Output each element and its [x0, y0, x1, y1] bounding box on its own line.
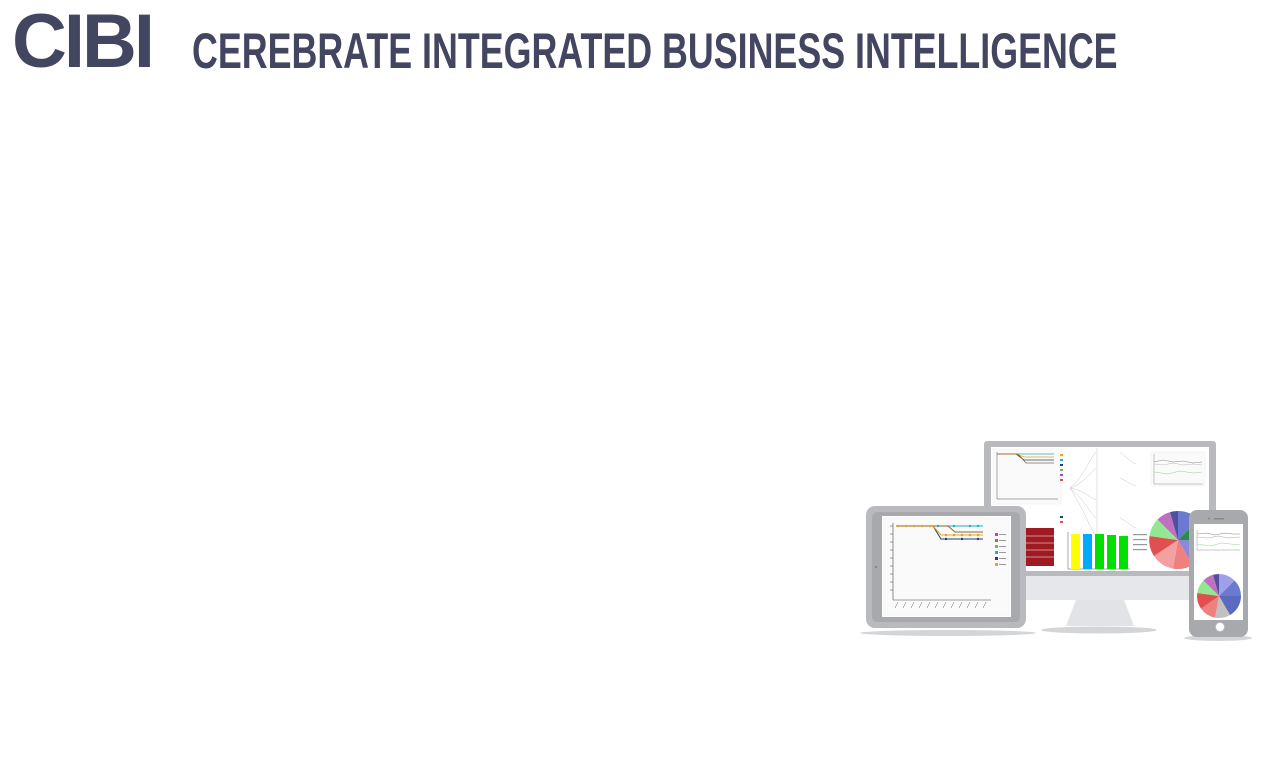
phone-line-chart [1196, 530, 1241, 551]
monitor-tree-diagram [1069, 448, 1137, 556]
monitor-bar-chart [1067, 532, 1130, 570]
monitor-bar-legend [1133, 534, 1147, 551]
phone-illustration [1184, 510, 1252, 641]
phone-pie-chart [1197, 573, 1241, 618]
page-title: CEREBRATE INTEGRATED BUSINESS INTELLIGEN… [192, 23, 1118, 79]
tablet-legend [995, 533, 1006, 566]
cibi-logo: CIBI [12, 0, 155, 84]
monitor-line-chart [992, 448, 1062, 505]
tablet-illustration [860, 506, 1036, 636]
monitor-multi-line-chart [1150, 451, 1206, 487]
page-header: CIBI CEREBRATE INTEGRATED BUSINESS INTEL… [12, 0, 1264, 84]
monitor-legend [1060, 454, 1063, 523]
tablet-line-chart [883, 517, 1010, 616]
devices-illustration [858, 438, 1258, 653]
